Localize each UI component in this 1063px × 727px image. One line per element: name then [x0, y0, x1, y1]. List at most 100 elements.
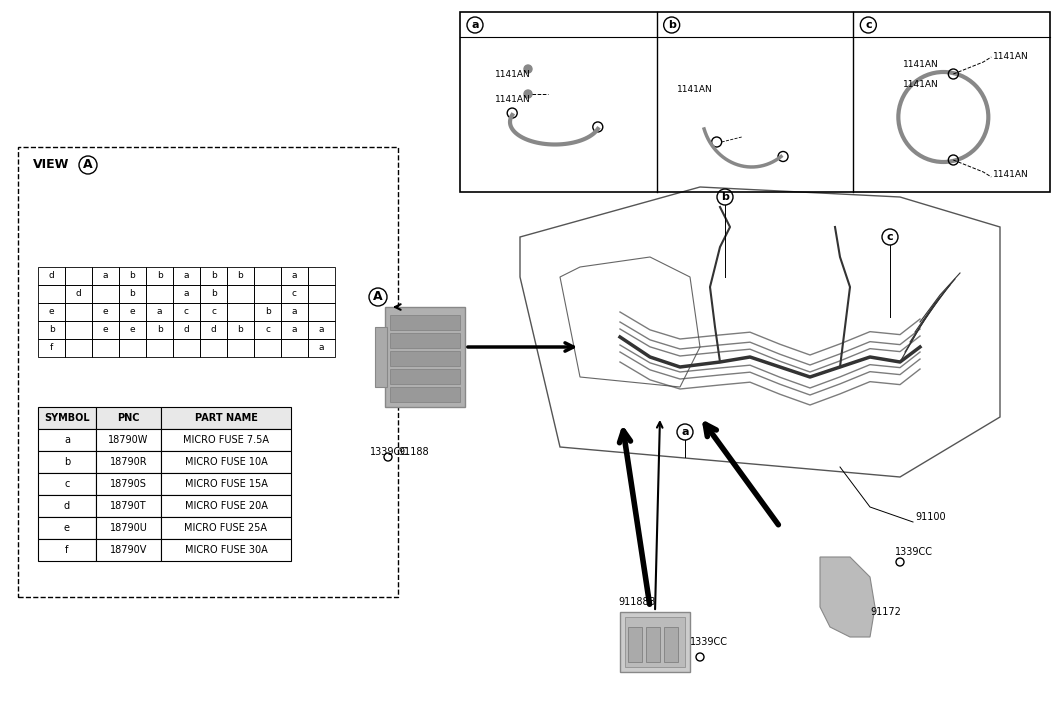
Text: A: A	[373, 291, 383, 303]
Bar	[308, 339, 335, 357]
Bar	[65, 321, 92, 339]
Bar	[375, 327, 387, 387]
Bar	[227, 285, 254, 303]
Text: b: b	[130, 289, 135, 299]
Bar	[96, 495, 161, 517]
Text: MICRO FUSE 25A: MICRO FUSE 25A	[185, 523, 268, 533]
Bar	[200, 267, 227, 285]
Text: e: e	[49, 308, 54, 316]
Text: a: a	[64, 435, 70, 445]
Bar	[254, 285, 281, 303]
Text: b: b	[210, 271, 217, 281]
Bar	[146, 339, 173, 357]
Text: c: c	[265, 326, 270, 334]
Bar	[65, 339, 92, 357]
Bar	[308, 285, 335, 303]
Bar	[119, 303, 146, 321]
Bar	[254, 267, 281, 285]
Bar	[200, 303, 227, 321]
Text: a: a	[291, 271, 298, 281]
Bar	[38, 473, 96, 495]
Text: 18790S: 18790S	[111, 479, 147, 489]
Bar	[620, 612, 690, 672]
Bar	[119, 339, 146, 357]
Text: 1339CC: 1339CC	[895, 547, 933, 557]
Text: b: b	[210, 289, 217, 299]
Text: VIEW: VIEW	[33, 158, 69, 172]
Text: d: d	[210, 326, 217, 334]
Bar	[18, 147, 398, 597]
Text: 1141AN: 1141AN	[993, 170, 1029, 179]
Text: b: b	[64, 457, 70, 467]
Bar	[460, 12, 1050, 192]
Bar	[38, 285, 65, 303]
Bar	[96, 517, 161, 539]
Text: b: b	[238, 326, 243, 334]
Text: 18790R: 18790R	[109, 457, 148, 467]
Text: b: b	[49, 326, 54, 334]
Bar	[161, 407, 291, 429]
Text: c: c	[210, 308, 216, 316]
Text: 91188B: 91188B	[618, 597, 656, 607]
Bar	[92, 321, 119, 339]
Bar	[161, 451, 291, 473]
Text: a: a	[291, 326, 298, 334]
Text: 18790U: 18790U	[109, 523, 148, 533]
Bar	[146, 303, 173, 321]
Text: b: b	[265, 308, 270, 316]
Bar	[281, 339, 308, 357]
Text: 1141AN: 1141AN	[993, 52, 1029, 61]
Text: b: b	[130, 271, 135, 281]
Bar	[281, 285, 308, 303]
Text: 1141AN: 1141AN	[904, 60, 939, 69]
Text: f: f	[50, 343, 53, 353]
Bar	[92, 267, 119, 285]
Bar	[38, 539, 96, 561]
Bar	[38, 407, 96, 429]
Text: MICRO FUSE 30A: MICRO FUSE 30A	[185, 545, 268, 555]
Bar	[38, 495, 96, 517]
Bar	[200, 321, 227, 339]
Text: e: e	[64, 523, 70, 533]
Bar	[38, 451, 96, 473]
Bar	[119, 321, 146, 339]
Bar	[385, 307, 465, 407]
Circle shape	[524, 65, 532, 73]
Bar	[281, 267, 308, 285]
Bar	[173, 321, 200, 339]
Bar	[65, 267, 92, 285]
Text: 1141AN: 1141AN	[495, 70, 530, 79]
Text: c: c	[887, 232, 893, 242]
Text: d: d	[184, 326, 189, 334]
Polygon shape	[820, 557, 875, 637]
Bar	[227, 339, 254, 357]
Text: a: a	[471, 20, 478, 30]
Text: a: a	[103, 271, 108, 281]
Text: e: e	[130, 326, 135, 334]
Text: e: e	[103, 326, 108, 334]
Bar	[96, 473, 161, 495]
Bar	[227, 267, 254, 285]
Text: MICRO FUSE 10A: MICRO FUSE 10A	[185, 457, 268, 467]
Bar	[173, 303, 200, 321]
Bar	[390, 369, 460, 384]
Bar	[92, 303, 119, 321]
Bar	[38, 429, 96, 451]
Bar	[119, 285, 146, 303]
Text: 1339CC: 1339CC	[690, 637, 728, 647]
Bar	[92, 285, 119, 303]
Bar	[96, 407, 161, 429]
Text: a: a	[291, 308, 298, 316]
Text: e: e	[130, 308, 135, 316]
Text: a: a	[184, 271, 189, 281]
Text: 1141AN: 1141AN	[495, 95, 530, 104]
Bar	[390, 333, 460, 348]
Bar	[390, 315, 460, 330]
Bar	[146, 267, 173, 285]
Bar	[281, 303, 308, 321]
Bar	[227, 303, 254, 321]
Bar	[161, 517, 291, 539]
Bar	[173, 285, 200, 303]
Text: e: e	[103, 308, 108, 316]
Text: b: b	[668, 20, 676, 30]
